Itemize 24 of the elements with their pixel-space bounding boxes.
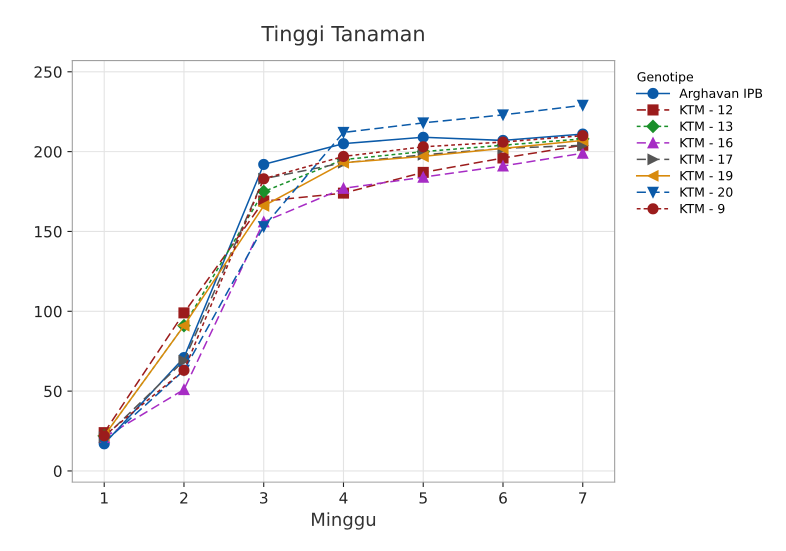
y-tick-label: 100: [35, 306, 62, 318]
legend-label: KTM - 13: [680, 122, 732, 131]
legend-label: KTM - 17: [680, 154, 732, 164]
y-tick-label: 150: [35, 226, 62, 238]
y-tick-label: 50: [44, 386, 62, 398]
legend-label: KTM - 19: [680, 170, 732, 180]
chart-title: Tinggi Tanaman: [261, 25, 424, 46]
y-tick-label: 0: [54, 465, 62, 477]
x-tick-label: 4: [339, 492, 348, 504]
legend-label: KTM - 12: [680, 105, 732, 114]
legend-title: Genotipe: [637, 72, 694, 84]
x-tick-label: 5: [420, 492, 427, 504]
legend-label: Arghavan IPB: [679, 88, 762, 100]
x-tick-label: 1: [101, 492, 108, 504]
legend-label: KTM - 16: [680, 138, 732, 148]
y-tick-label: 200: [34, 146, 62, 158]
legend-label: KTM - 9: [680, 204, 724, 214]
y-tick-label: 250: [34, 66, 62, 78]
legend-label: KTM - 20: [680, 187, 732, 197]
x-axis-title: Minggu: [312, 512, 376, 530]
x-tick-label: 7: [579, 492, 586, 504]
x-tick-label: 3: [260, 492, 268, 504]
x-tick-label: 2: [180, 492, 188, 504]
x-tick-label: 6: [499, 492, 507, 504]
